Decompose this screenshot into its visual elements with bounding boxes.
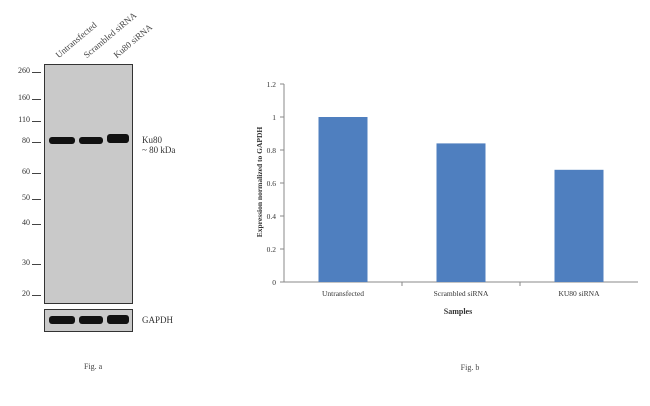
mw-tick-20 xyxy=(32,295,41,296)
ku80-band-scrambled xyxy=(79,137,103,144)
mw-marker-80: 80 xyxy=(22,136,30,145)
bar xyxy=(318,117,368,282)
loading-control-label: GAPDH xyxy=(142,315,174,325)
x-tick-label: KU80 siRNA xyxy=(558,289,600,298)
y-tick-label: 0.4 xyxy=(267,212,277,221)
mw-tick-260 xyxy=(32,72,41,73)
bar xyxy=(436,143,486,282)
y-tick-label: 0.2 xyxy=(267,245,277,254)
ku80-band-ku80-sirna xyxy=(107,134,129,143)
mw-marker-50: 50 xyxy=(22,193,30,202)
mw-marker-40: 40 xyxy=(22,218,30,227)
figure-a-label: Fig. a xyxy=(84,362,103,371)
gapdh-blot xyxy=(44,309,133,332)
mw-tick-30 xyxy=(32,264,41,265)
x-tick-label: Scrambled siRNA xyxy=(434,289,489,298)
mw-marker-30: 30 xyxy=(22,258,30,267)
main-blot xyxy=(44,64,133,304)
mw-marker-60: 60 xyxy=(22,167,30,176)
bar xyxy=(554,169,604,282)
mw-marker-260: 260 xyxy=(18,66,30,75)
mw-tick-40 xyxy=(32,224,41,225)
x-tick-label: Untransfected xyxy=(322,289,364,298)
mw-tick-80 xyxy=(32,142,41,143)
y-tick-label: 1 xyxy=(272,113,276,122)
gapdh-band-ku80-sirna xyxy=(107,315,129,324)
y-axis-label: Expression normalized to GAPDH xyxy=(255,127,264,238)
mw-marker-160: 160 xyxy=(18,93,30,102)
mw-marker-20: 20 xyxy=(22,289,30,298)
figure-b-label: Fig. b xyxy=(461,363,480,372)
mw-marker-110: 110 xyxy=(18,115,30,124)
mw-tick-50 xyxy=(32,199,41,200)
mw-tick-60 xyxy=(32,173,41,174)
gapdh-band-untransfected xyxy=(49,316,75,324)
y-tick-label: 0.6 xyxy=(267,179,277,188)
y-tick-label: 0 xyxy=(272,278,276,287)
y-tick-label: 0.8 xyxy=(267,146,277,155)
target-label: Ku80 xyxy=(142,135,162,145)
mw-tick-160 xyxy=(32,99,41,100)
gapdh-band-scrambled xyxy=(79,316,103,324)
mw-tick-110 xyxy=(32,121,41,122)
ku80-band-untransfected xyxy=(49,137,75,144)
y-tick-label: 1.2 xyxy=(267,80,277,89)
target-size-label: ~ 80 kDa xyxy=(142,145,176,155)
x-axis-label: Samples xyxy=(444,307,472,316)
